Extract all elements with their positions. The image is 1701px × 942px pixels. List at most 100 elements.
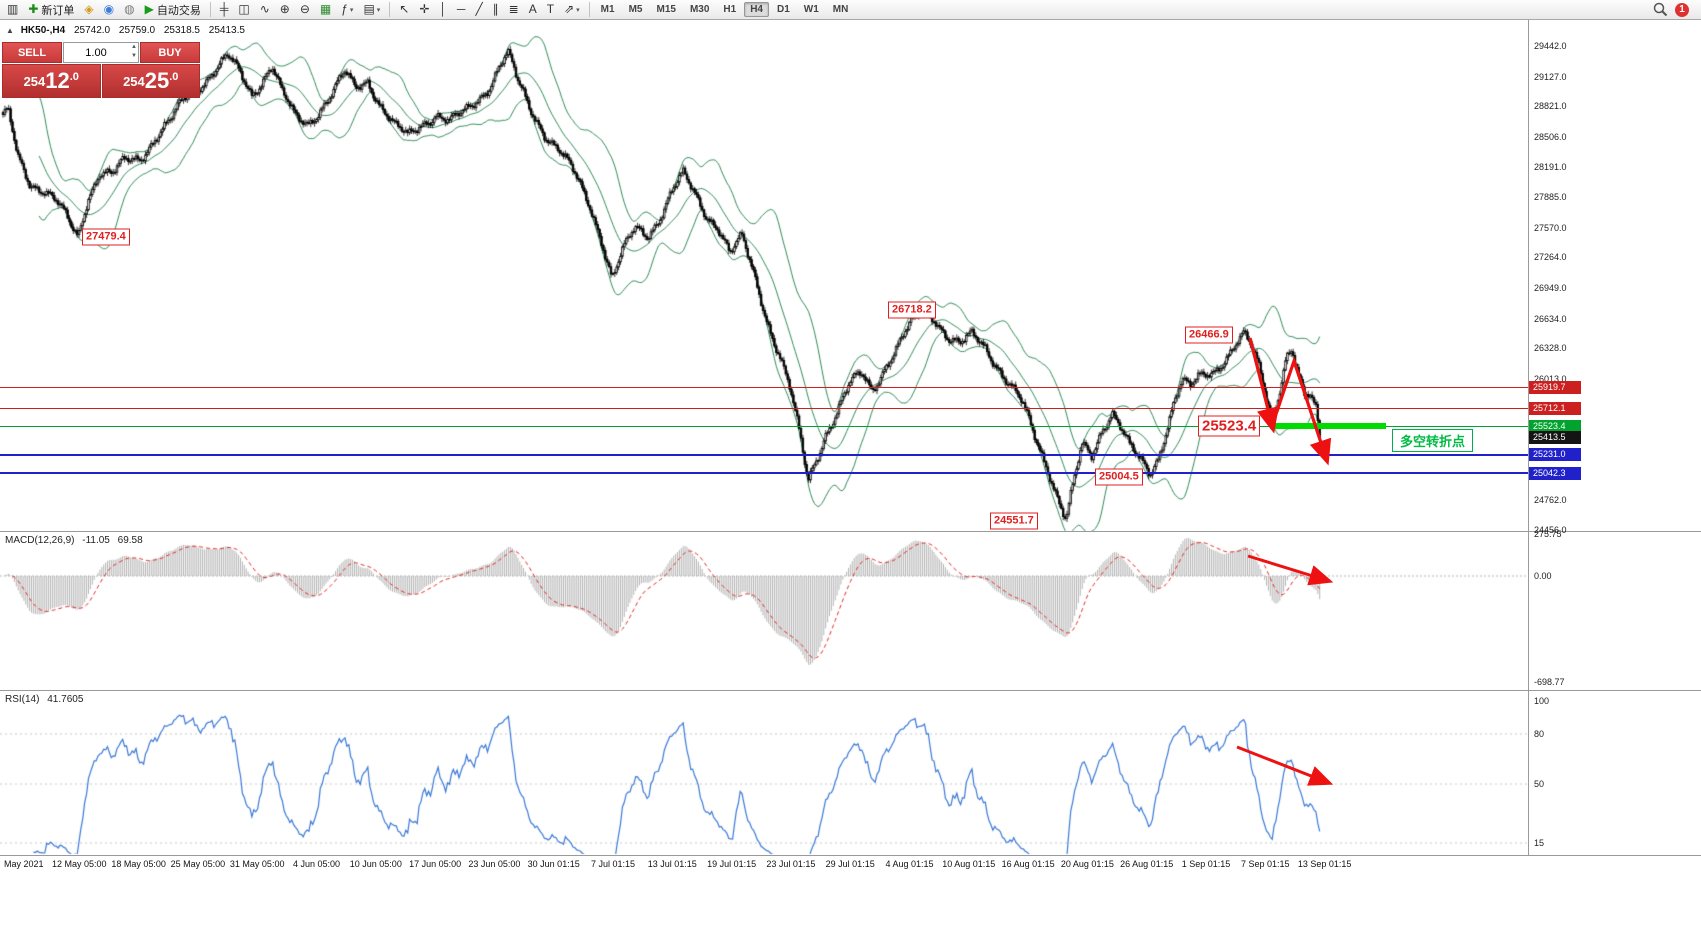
price-axis-tick: 24762.0 bbox=[1534, 495, 1567, 506]
time-axis-label: 20 Aug 01:15 bbox=[1060, 859, 1114, 869]
timeframe-m5[interactable]: M5 bbox=[628, 4, 643, 15]
deposit-icon[interactable]: ◈ bbox=[80, 0, 97, 19]
price-annotation[interactable]: 25004.5 bbox=[1095, 468, 1143, 486]
macd-axis-tick: 0.00 bbox=[1534, 571, 1552, 581]
time-axis-label: 29 Jul 01:15 bbox=[825, 859, 875, 869]
new-order-button[interactable]: ✚ 新订单 bbox=[24, 0, 78, 19]
volume-input[interactable] bbox=[64, 45, 138, 60]
timeframe-m30[interactable]: M30 bbox=[689, 4, 710, 15]
horizontal-line-25042.3[interactable] bbox=[0, 472, 1528, 475]
rsi-label: RSI(14) 41.7605 bbox=[5, 694, 88, 705]
timeframe-h4[interactable]: H4 bbox=[744, 2, 769, 17]
channel-icon[interactable]: ∥ bbox=[489, 0, 503, 19]
bar-chart-type-icon[interactable]: ╪ bbox=[216, 0, 233, 19]
macd-name: MACD(12,26,9) bbox=[5, 535, 75, 546]
price-annotation[interactable]: 24551.7 bbox=[990, 512, 1038, 530]
vertical-line-icon[interactable]: │ bbox=[435, 0, 451, 19]
arrows-button[interactable]: ⇗ ▾ bbox=[560, 0, 584, 19]
rsi-axis-tick: 15 bbox=[1534, 838, 1545, 848]
indicators-glyph: ƒ bbox=[341, 2, 348, 16]
charts-window-icon[interactable]: ▥ bbox=[3, 0, 22, 19]
sell-price-big: 12 bbox=[45, 68, 70, 93]
time-axis-label: 26 Aug 01:15 bbox=[1120, 859, 1174, 869]
label-icon[interactable]: T bbox=[543, 0, 558, 19]
text-icon-glyph: A bbox=[528, 2, 537, 16]
search-icon[interactable] bbox=[1653, 2, 1668, 17]
collapse-arrow-icon[interactable]: ▲ bbox=[6, 26, 14, 35]
tile-windows-icon[interactable]: ▦ bbox=[316, 0, 335, 19]
signals-icon-glyph: ◍ bbox=[124, 2, 135, 16]
price-axis-tick: 29442.0 bbox=[1534, 41, 1567, 51]
signals-icon[interactable]: ◍ bbox=[120, 0, 138, 19]
panel-separator[interactable] bbox=[0, 690, 1701, 691]
price-annotation[interactable]: 27479.4 bbox=[82, 228, 130, 245]
community-icon-glyph: ◉ bbox=[103, 2, 115, 16]
price-axis-tick: 28191.0 bbox=[1534, 162, 1567, 173]
horizontal-line-25231.0[interactable] bbox=[0, 453, 1528, 456]
fibonacci-icon-glyph: ≣ bbox=[508, 2, 519, 16]
autotrading-button-label: 自动交易 bbox=[156, 4, 201, 17]
toolbar-right: 1 bbox=[1653, 2, 1699, 17]
time-axis-label: 25 May 05:00 bbox=[170, 859, 226, 869]
time-axis-label: 10 Jun 05:00 bbox=[349, 859, 402, 869]
autotrading-button[interactable]: ▶ 自动交易 bbox=[141, 0, 205, 19]
zoom-in-button[interactable]: ⊕ bbox=[276, 0, 294, 19]
chevron-down-icon: ▾ bbox=[376, 6, 381, 14]
fibonacci-icon[interactable]: ≣ bbox=[505, 0, 523, 19]
timeframe-mn[interactable]: MN bbox=[832, 4, 849, 15]
community-icon[interactable]: ◉ bbox=[100, 0, 118, 19]
notification-badge[interactable]: 1 bbox=[1675, 2, 1689, 17]
timeframe-d1[interactable]: D1 bbox=[776, 4, 790, 15]
turning-point-label[interactable]: 多空转折点 bbox=[1392, 429, 1474, 452]
time-axis-label: 19 Jul 01:15 bbox=[707, 859, 757, 869]
crosshair-icon[interactable]: ✛ bbox=[415, 0, 433, 19]
label-icon-glyph: T bbox=[546, 2, 555, 16]
toolbar-separator bbox=[389, 2, 391, 17]
close-value: 25413.5 bbox=[208, 25, 245, 36]
support-level-segment[interactable] bbox=[1270, 423, 1386, 430]
cursor-icon[interactable]: ↖ bbox=[395, 0, 413, 19]
templates-button[interactable]: ▤ ▾ bbox=[359, 0, 384, 19]
buy-price-button[interactable]: 254 25 .0 bbox=[101, 64, 200, 98]
autotrading-glyph: ▶ bbox=[144, 2, 154, 16]
price-axis-tick: 27570.0 bbox=[1534, 222, 1567, 233]
trendline-icon[interactable]: ╱ bbox=[471, 0, 486, 19]
volume-down-icon[interactable]: ▼ bbox=[131, 53, 137, 59]
chart-region: ▲ HK50-,H4 25742.0 25759.0 25318.5 25413… bbox=[0, 20, 1701, 942]
time-axis-label: 16 Aug 01:15 bbox=[1001, 859, 1055, 869]
timeframe-w1[interactable]: W1 bbox=[803, 4, 819, 15]
horizontal-line-icon[interactable]: ─ bbox=[453, 0, 470, 19]
line-chart-type-icon[interactable]: ∿ bbox=[256, 0, 274, 19]
rsi-name: RSI(14) bbox=[5, 694, 40, 705]
timeframe-h1[interactable]: H1 bbox=[723, 4, 737, 15]
horizontal-line-25712.1[interactable] bbox=[0, 407, 1528, 409]
price-annotation[interactable]: 25523.4 bbox=[1198, 415, 1261, 437]
price-chart-canvas[interactable] bbox=[0, 20, 1528, 855]
time-axis-label: 31 May 05:00 bbox=[229, 859, 285, 869]
horizontal-line-25919.7[interactable] bbox=[0, 387, 1528, 389]
horizontal-line-25523.4[interactable] bbox=[0, 425, 1528, 427]
price-annotation[interactable]: 26718.2 bbox=[888, 301, 936, 319]
time-axis-label: 4 Jun 05:00 bbox=[292, 859, 341, 869]
volume-up-icon[interactable]: ▲ bbox=[131, 44, 137, 50]
panel-separator[interactable] bbox=[0, 531, 1701, 532]
price-line-label: 25712.1 bbox=[1529, 401, 1581, 415]
timeframe-m15[interactable]: M15 bbox=[656, 4, 676, 15]
zoom-out-button[interactable]: ⊖ bbox=[296, 0, 314, 19]
price-annotation[interactable]: 26466.9 bbox=[1185, 326, 1233, 344]
text-icon[interactable]: A bbox=[525, 0, 541, 19]
candlestick-type-icon[interactable]: ◫ bbox=[234, 0, 253, 19]
indicators-button[interactable]: ƒ ▾ bbox=[337, 0, 357, 19]
arrows-glyph: ⇗ bbox=[564, 2, 575, 16]
price-axis-tick: 26013.0 bbox=[1534, 373, 1567, 384]
sell-price-button[interactable]: 254 12 .0 bbox=[2, 64, 101, 98]
timeframe-m1[interactable]: M1 bbox=[600, 4, 615, 15]
time-axis-label: 7 Sep 01:15 bbox=[1241, 859, 1290, 869]
open-value: 25742.0 bbox=[73, 25, 111, 36]
rsi-value: 41.7605 bbox=[47, 694, 84, 705]
buy-button[interactable]: BUY bbox=[140, 42, 200, 63]
price-axis-tick: 27885.0 bbox=[1534, 192, 1567, 203]
sell-button[interactable]: SELL bbox=[2, 42, 62, 63]
toolbar-separator bbox=[209, 2, 211, 17]
